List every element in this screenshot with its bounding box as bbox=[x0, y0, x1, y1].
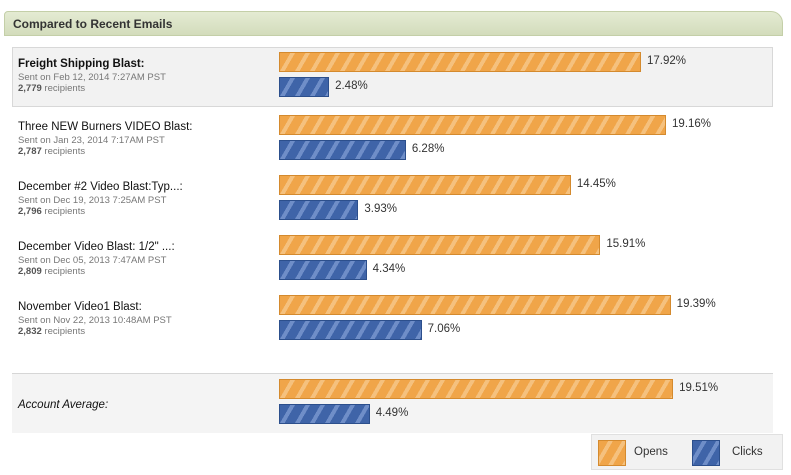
panel-header: Compared to Recent Emails bbox=[4, 11, 783, 36]
email-row-label: Freight Shipping Blast: Sent on Feb 12, 2… bbox=[18, 58, 166, 94]
clicks-value-label: 3.93% bbox=[364, 203, 397, 215]
clicks-bar bbox=[279, 260, 367, 280]
email-name: Three NEW Burners VIDEO Blast: bbox=[18, 121, 193, 133]
opens-value-label: 19.16% bbox=[672, 118, 712, 130]
email-name: Freight Shipping Blast: bbox=[18, 58, 145, 70]
email-row-label: December Video Blast: 1/2" ...: Sent on D… bbox=[18, 241, 175, 277]
clicks-bar bbox=[279, 200, 359, 220]
email-name: December Video Blast: 1/2" ...: bbox=[18, 241, 175, 253]
clicks-value-label: 7.06% bbox=[427, 323, 461, 335]
opens-value-label: 14.45% bbox=[576, 178, 616, 190]
legend-opens-label: Opens bbox=[634, 446, 668, 458]
opens-bar bbox=[279, 379, 674, 399]
email-row-label: December #2 Video Blast:Typ...: Sent on D… bbox=[18, 181, 183, 217]
legend-clicks-swatch bbox=[692, 440, 720, 466]
email-sent-date: Sent on Dec 19, 2013 7:25AM PST bbox=[18, 195, 167, 206]
email-name: November Video1 Blast: bbox=[18, 301, 142, 313]
email-recipients: 2,809 recipients bbox=[18, 266, 86, 277]
clicks-bar bbox=[279, 404, 370, 424]
clicks-bar bbox=[279, 140, 406, 160]
opens-bar bbox=[279, 295, 671, 315]
opens-bar bbox=[279, 115, 667, 135]
email-row-label: November Video1 Blast: Sent on Nov 22, 20… bbox=[18, 301, 172, 337]
recipient-count: 2,809 bbox=[18, 266, 42, 277]
clicks-value-label: 6.28% bbox=[411, 143, 445, 155]
email-sent-date: Sent on Feb 12, 2014 7:27AM PST bbox=[18, 72, 166, 83]
recipient-count: 2,787 bbox=[18, 146, 42, 157]
email-sent-date: Sent on Nov 22, 2013 10:48AM PST bbox=[18, 315, 172, 326]
email-row-label: Three NEW Burners VIDEO Blast: Sent on Ja… bbox=[18, 121, 192, 157]
email-recipients: 2,779 recipients bbox=[18, 83, 86, 94]
clicks-value-label: 4.49% bbox=[375, 407, 409, 419]
clicks-bar bbox=[279, 320, 422, 340]
email-sent-date: Sent on Dec 05, 2013 7:47AM PST bbox=[18, 255, 167, 266]
opens-value-label: 19.51% bbox=[679, 382, 719, 394]
clicks-value-label: 4.34% bbox=[372, 263, 406, 275]
recipient-count: 2,796 bbox=[18, 206, 42, 217]
email-recipients: 2,787 recipients bbox=[18, 146, 86, 157]
email-recipients: 2,832 recipients bbox=[18, 326, 86, 337]
email-name: December #2 Video Blast:Typ...: bbox=[18, 181, 183, 193]
email-recipients: 2,796 recipients bbox=[18, 206, 86, 217]
legend-opens-swatch bbox=[598, 440, 626, 466]
clicks-value-label: 2.48% bbox=[335, 80, 368, 92]
recipient-count: 2,779 bbox=[18, 83, 42, 94]
chart-legend: Opens Clicks bbox=[591, 434, 783, 470]
legend-clicks-label: Clicks bbox=[732, 446, 763, 458]
recipient-count: 2,832 bbox=[18, 326, 42, 337]
email-sent-date: Sent on Jan 23, 2014 7:17AM PST bbox=[18, 135, 165, 146]
panel-title: Compared to Recent Emails bbox=[13, 17, 173, 31]
opens-value-label: 17.92% bbox=[646, 55, 686, 67]
account-average-label: Account Average: bbox=[18, 399, 109, 411]
opens-bar bbox=[279, 235, 601, 255]
opens-value-label: 15.91% bbox=[606, 238, 646, 250]
clicks-bar bbox=[279, 77, 330, 97]
opens-bar bbox=[279, 175, 571, 195]
opens-value-label: 19.39% bbox=[676, 298, 716, 310]
opens-bar bbox=[279, 52, 641, 72]
